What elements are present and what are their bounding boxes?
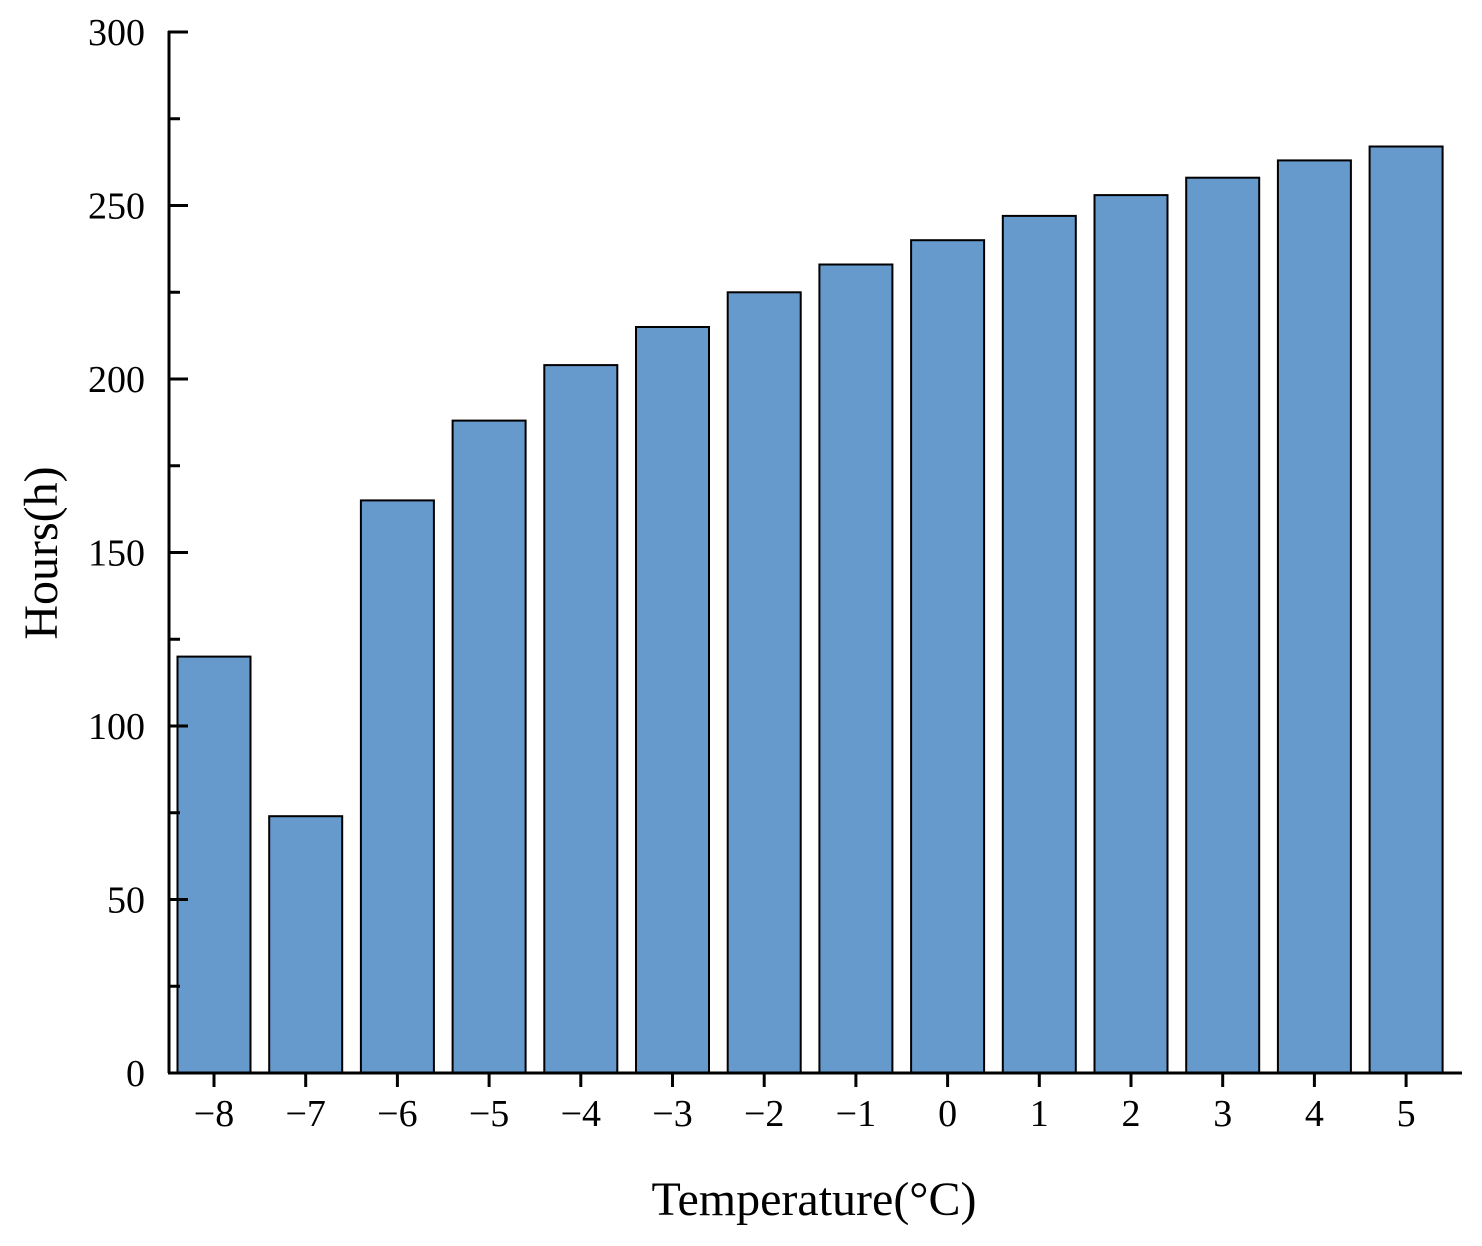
- y-tick-label-5: 250: [88, 186, 145, 228]
- y-tick-label-2: 100: [88, 706, 145, 748]
- bar-4: [543, 364, 619, 1075]
- x-tick-label-1: −7: [285, 1093, 325, 1135]
- bar-6: [726, 291, 802, 1075]
- y-axis-ticks: 0 50 100 150 200 250 300: [88, 12, 188, 1095]
- bar-11: [1185, 176, 1261, 1074]
- y-axis-title: Hours(h): [15, 466, 68, 639]
- bar-9: [1001, 214, 1077, 1074]
- y-tick-label-4: 200: [88, 359, 145, 401]
- x-tick-label-0: −8: [194, 1093, 234, 1135]
- y-tick-label-3: 150: [88, 533, 145, 575]
- bar-5: [635, 326, 710, 1074]
- bar-8: [910, 239, 986, 1074]
- x-tick-label-12: 4: [1305, 1093, 1324, 1135]
- y-tick-label-1: 50: [107, 880, 145, 922]
- x-tick-label-4: −4: [561, 1093, 601, 1135]
- x-axis-title: Temperature(°C): [651, 1173, 976, 1226]
- bar-10: [1093, 194, 1169, 1075]
- x-tick-label-10: 2: [1122, 1093, 1141, 1135]
- x-tick-label-13: 5: [1397, 1093, 1416, 1135]
- bar-12: [1276, 159, 1352, 1074]
- bar-7: [818, 263, 894, 1074]
- x-tick-label-11: 3: [1213, 1093, 1232, 1135]
- bar-13: [1368, 145, 1444, 1074]
- x-tick-label-7: −1: [836, 1093, 876, 1135]
- x-tick-label-9: 1: [1030, 1093, 1049, 1135]
- bar-2: [359, 499, 435, 1074]
- x-tick-label-8: 0: [938, 1093, 957, 1135]
- x-axis-ticks: −8 −7 −6 −5 −4 −3 −2 −1 0 1 2 3 4 5: [194, 1073, 1416, 1135]
- x-tick-label-2: −6: [377, 1093, 417, 1135]
- bar-0: [176, 655, 252, 1074]
- bar-1: [268, 815, 344, 1074]
- x-tick-label-6: −2: [744, 1093, 784, 1135]
- bar-3: [451, 419, 527, 1075]
- bars-group: [176, 145, 1444, 1075]
- y-tick-label-6: 300: [88, 12, 145, 54]
- x-tick-label-5: −3: [652, 1093, 692, 1135]
- x-tick-label-3: −5: [469, 1093, 509, 1135]
- y-tick-label-0: 0: [126, 1053, 145, 1095]
